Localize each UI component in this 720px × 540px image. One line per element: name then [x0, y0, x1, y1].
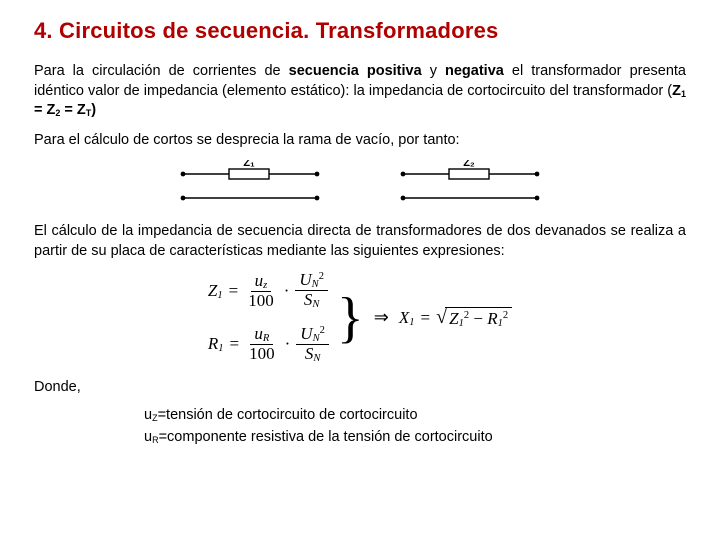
circuit-z1: Z₁ — [175, 160, 325, 208]
def-ur: uR=componente resistiva de la tensión de… — [144, 429, 686, 445]
p1-bold-negative: negativa — [445, 63, 504, 79]
p1-mid: y — [422, 63, 445, 79]
p1-bold-positive: secuencia positiva — [289, 63, 422, 79]
def-uz: uZ=tensión de cortocircuito de cortocirc… — [144, 407, 686, 423]
slide-title: 4. Circuitos de secuencia. Transformador… — [34, 18, 686, 44]
equation-x1: X1 = √ Z12 − R12 — [399, 307, 512, 329]
slide-page: 4. Circuitos de secuencia. Transformador… — [0, 0, 720, 461]
paragraph-seq-impedance: Para la circulación de corrientes de sec… — [34, 62, 686, 121]
svg-text:Z₁: Z₁ — [243, 160, 255, 169]
paragraph-direct-impedance: El cálculo de la impedancia de secuencia… — [34, 222, 686, 261]
definitions: uZ=tensión de cortocircuito de cortocirc… — [144, 407, 686, 445]
circuit-diagrams: Z₁ Z₂ — [34, 160, 686, 208]
svg-text:Z₂: Z₂ — [463, 160, 475, 169]
paragraph-vacuum-branch: Para el cálculo de cortos se desprecia l… — [34, 131, 686, 151]
donde-label: Donde, — [34, 378, 686, 398]
circuit-z2: Z₂ — [395, 160, 545, 208]
formula-block: Z1 = uz100 · UN2SN R1 = uR100 · UN2SN } … — [34, 271, 686, 363]
equation-z1: Z1 = uz100 · UN2SN — [208, 271, 329, 310]
equation-r1: R1 = uR100 · UN2SN — [208, 325, 329, 364]
right-brace-icon: } — [337, 290, 364, 346]
p1-lead: Para la circulación de corrientes de — [34, 63, 289, 79]
equation-stack: Z1 = uz100 · UN2SN R1 = uR100 · UN2SN — [208, 271, 329, 363]
implies-arrow-icon: ⇒ — [374, 307, 389, 328]
